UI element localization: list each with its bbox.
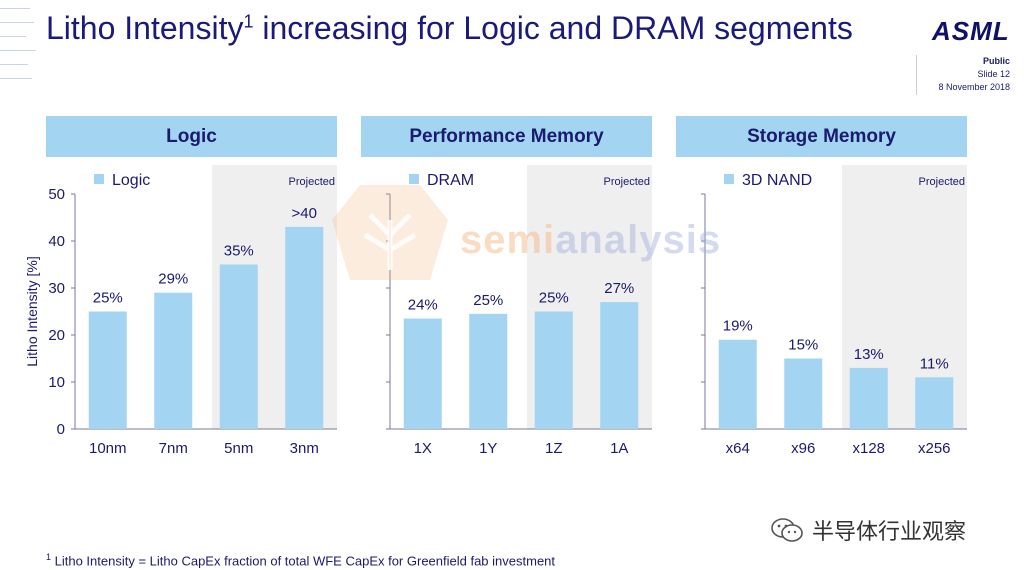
storage-memory-x-tick-label: x96 xyxy=(791,440,815,457)
logic-panel-header: Logic xyxy=(46,116,337,157)
storage-memory-data-label: 19% xyxy=(723,318,753,335)
storage-memory-bar-x256 xyxy=(915,377,954,429)
performance-memory-x-tick-label: 1Z xyxy=(545,440,563,457)
logic-legend-swatch xyxy=(94,174,104,184)
performance-memory-panel-header: Performance Memory xyxy=(361,116,652,157)
storage-memory-data-label: 13% xyxy=(854,346,884,363)
logic-x-tick-label: 5nm xyxy=(224,440,253,457)
logic-y-axis-title: Litho Intensity [%] xyxy=(24,256,40,367)
performance-memory-data-label: 25% xyxy=(539,290,569,307)
logic-legend-label: Logic xyxy=(112,172,150,189)
watermark-text: semianalysis xyxy=(460,218,722,262)
performance-memory-data-label: 27% xyxy=(604,280,634,297)
title-decoration xyxy=(0,0,40,90)
storage-memory-data-label: 15% xyxy=(788,337,818,354)
performance-memory-legend-swatch xyxy=(409,174,419,184)
logic-data-label: >40 xyxy=(292,205,317,222)
title-bar: Litho Intensity1 increasing for Logic an… xyxy=(0,0,1024,95)
wechat-icon xyxy=(771,518,803,542)
logic-x-tick-label: 3nm xyxy=(290,440,319,457)
logic-y-tick-label: 0 xyxy=(57,421,65,438)
logic-y-tick-label: 40 xyxy=(48,233,65,250)
performance-memory-x-tick-label: 1X xyxy=(414,440,432,457)
wechat-label: 半导体行业观察 xyxy=(812,519,967,544)
slide-meta: Public Slide 12 8 November 2018 xyxy=(938,55,1010,94)
logic-x-tick-label: 7nm xyxy=(159,440,188,457)
performance-memory-projected-label: Projected xyxy=(604,176,650,188)
performance-memory-x-tick-label: 1A xyxy=(610,440,628,457)
asml-logo: ASML xyxy=(932,16,1010,46)
logic-data-label: 25% xyxy=(93,290,123,307)
performance-memory-bar-1a xyxy=(600,302,639,429)
performance-memory-legend-label: DRAM xyxy=(427,172,474,189)
logic-y-tick-label: 20 xyxy=(48,327,65,344)
storage-memory-legend-label: 3D NAND xyxy=(742,172,812,189)
logic-projected-label: Projected xyxy=(289,176,335,188)
performance-memory-data-label: 24% xyxy=(408,297,438,314)
storage-memory-legend-swatch xyxy=(724,174,734,184)
performance-memory-x-tick-label: 1Y xyxy=(479,440,497,457)
storage-memory-panel-header: Storage Memory xyxy=(676,116,967,157)
storage-memory-x-tick-label: x256 xyxy=(918,440,951,457)
storage-memory-data-label: 11% xyxy=(920,355,949,372)
logic-data-label: 35% xyxy=(224,243,254,260)
performance-memory-bar-1y xyxy=(469,313,508,429)
watermark-badge-icon xyxy=(332,185,448,280)
storage-memory-projected-label: Projected xyxy=(919,176,965,188)
storage-memory-x-tick-label: x128 xyxy=(852,440,885,457)
storage-memory-bar-x128 xyxy=(849,367,888,429)
wechat-attribution: 半导体行业观察 xyxy=(770,514,966,546)
logic-data-label: 29% xyxy=(158,271,188,288)
logic-y-tick-label: 30 xyxy=(48,280,65,297)
storage-memory-bar-x64 xyxy=(718,339,757,429)
slide-title: Litho Intensity1 increasing for Logic an… xyxy=(46,10,853,46)
classification-label: Public xyxy=(982,56,1010,66)
logic-x-tick-label: 10nm xyxy=(89,440,127,457)
performance-memory-bar-1x xyxy=(403,318,442,429)
storage-memory-x-tick-label: x64 xyxy=(726,440,750,457)
logic-bar-3nm xyxy=(285,226,324,429)
storage-memory-bar-x96 xyxy=(784,358,823,429)
logic-y-tick-label: 50 xyxy=(48,186,65,203)
footnote: 1 Litho Intensity = Litho CapEx fraction… xyxy=(46,552,556,569)
meta-divider xyxy=(916,55,917,95)
slide-number: Slide 12 xyxy=(977,69,1010,79)
logic-bar-7nm xyxy=(154,292,193,429)
performance-memory-data-label: 25% xyxy=(473,292,503,309)
performance-memory-bar-1z xyxy=(534,311,573,429)
logic-bar-10nm xyxy=(88,311,127,429)
logic-bar-5nm xyxy=(219,264,258,429)
slide-date: 8 November 2018 xyxy=(938,82,1010,92)
logic-y-tick-label: 10 xyxy=(48,374,65,391)
